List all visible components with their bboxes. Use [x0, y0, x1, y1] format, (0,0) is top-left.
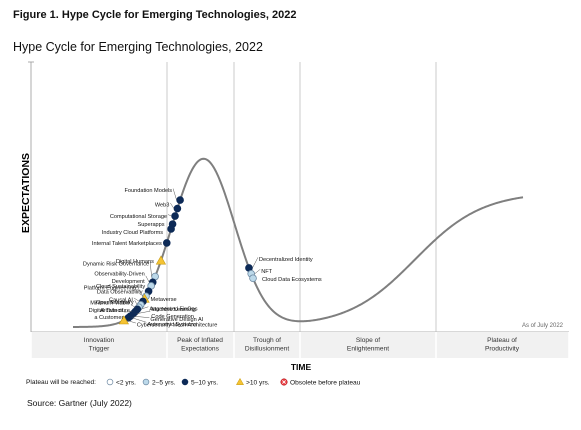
tech-label-superapps: Superapps [138, 222, 165, 228]
tech-label-digital-humans: Digital Humans [116, 259, 154, 265]
tech-label-metaverse: Metaverse [151, 297, 177, 303]
tech-web3 [173, 204, 182, 213]
tech-label-web3: Web3 [155, 203, 170, 209]
tech-label-opentelemetry: OpenTelemetry [96, 300, 134, 306]
tech-label-machine-learning-code-generation: Machine Learning Code Generation [151, 307, 195, 320]
tech-label-industry-cloud-platforms: Industry Cloud Platforms [102, 230, 163, 236]
marker-digital-humans [155, 255, 167, 265]
y-axis-label: EXPECTATIONS [20, 153, 32, 233]
tech-label-platform-engineering: Platform Engineering [84, 285, 136, 291]
phase-label-1: Innovation Trigger [84, 337, 115, 352]
tech-label-cybersecurity-mesh-architecture: Cybersecurity Mesh Architecture [137, 323, 218, 329]
tech-digital-humans [155, 255, 167, 265]
legend-label-y2to5: 2–5 yrs. [152, 379, 176, 386]
legend-label-y5to10: 5–10 yrs. [191, 379, 218, 386]
legend-title: Plateau will be reached: [26, 379, 96, 386]
tech-label-cloud-data-ecosystems: Cloud Data Ecosystems [262, 277, 322, 283]
marker-cloud-data-ecosystems [249, 274, 257, 283]
tech-label-dynamic-risk-governance: Dynamic Risk Governance [83, 262, 149, 268]
legend-item-lt2: <2 yrs. [106, 378, 136, 386]
phase-label-4: Slope of Enlightenment [347, 337, 389, 352]
tech-label-nft: NFT [261, 269, 272, 275]
legend-item-y2to5: 2–5 yrs. [142, 378, 176, 386]
as-of-label: As of July 2022 [522, 323, 564, 329]
phase-label-5: Plateau of Productivity [485, 337, 520, 352]
legend-item-obsolete: Obsolete before plateau [280, 378, 361, 386]
tech-label-decentralized-identity: Decentralized Identity [259, 257, 313, 263]
legend-label-lt2: <2 yrs. [116, 379, 136, 386]
tech-cloud-data-ecosystems [249, 274, 257, 283]
phase-label-2: Peak of Inflated Expectations [177, 337, 223, 352]
tech-label-minimum-viable-architecture: Minimum Viable Architecture [90, 301, 130, 314]
tech-label-autonomic-systems: Autonomic Systems [147, 322, 197, 328]
marker-internal-talent-marketplaces [162, 239, 171, 247]
tech-foundation-models [176, 196, 184, 204]
x-axis-label: TIME [291, 362, 312, 372]
source-note: Source: Gartner (July 2022) [27, 398, 132, 408]
marker-computational-storage [171, 212, 179, 220]
tech-computational-storage [171, 212, 179, 220]
tech-label-foundation-models: Foundation Models [125, 188, 173, 194]
tech-label-generative-design-ai: Generative Design AI [150, 317, 203, 323]
legend-label-obsolete: Obsolete before plateau [290, 379, 361, 386]
phase-label-3: Trough of Disillusionment [245, 337, 290, 352]
tech-label-cloud-sustainability: Cloud Sustainability [96, 284, 145, 290]
figure-caption: Figure 1. Hype Cycle for Emerging Techno… [13, 9, 297, 21]
tech-label-digital-twin-of-a-customer: Digital Twin of a Customer [89, 308, 124, 321]
tech-label-internal-talent-marketplaces: Internal Talent Marketplaces [92, 241, 162, 247]
marker-industry-cloud-platforms [167, 225, 175, 233]
tech-label-data-observability: Data Observability [97, 289, 143, 295]
marker-web3 [173, 204, 182, 213]
marker-cybersecurity-mesh-architecture [118, 315, 129, 325]
tech-internal-talent-marketplaces [162, 239, 171, 247]
legend-item-gt10: >10 yrs. [235, 377, 270, 386]
tech-label-observability-driven-development: Observability-Driven Development [94, 272, 145, 285]
tech-cybersecurity-mesh-architecture [118, 315, 129, 325]
tech-label-causal-ai: Causal AI [109, 297, 133, 303]
legend-label-gt10: >10 yrs. [246, 379, 270, 386]
marker-foundation-models [176, 196, 184, 204]
tech-industry-cloud-platforms [167, 225, 175, 233]
legend-item-y5to10: 5–10 yrs. [181, 378, 218, 386]
tech-label-computational-storage: Computational Storage [110, 214, 167, 220]
chart-title: Hype Cycle for Emerging Technologies, 20… [13, 40, 263, 54]
tech-label-augmented-finops: Augmented FinOps [149, 306, 197, 312]
